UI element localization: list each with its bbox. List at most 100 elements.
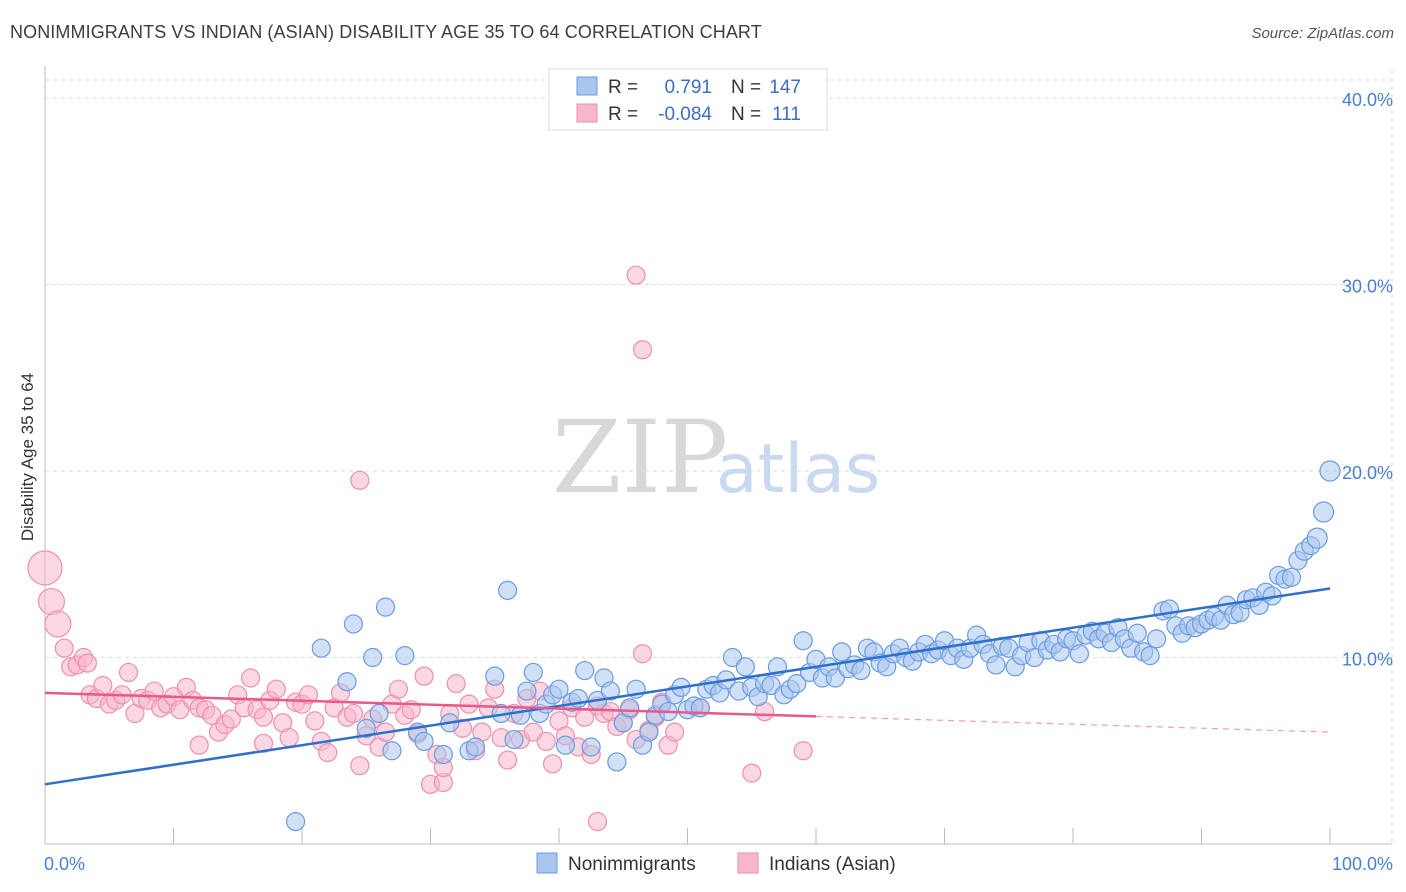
nonimmigrant-point <box>369 703 389 724</box>
nonimmigrant-point <box>620 698 640 718</box>
nonimmigrant-point <box>285 812 306 832</box>
indians-point <box>298 685 319 705</box>
indians-point <box>626 265 646 285</box>
indians-point <box>414 666 434 686</box>
trend-lines <box>44 587 1331 786</box>
nonimmigrant-point <box>761 675 781 696</box>
indians-asian-points <box>27 265 813 832</box>
indians-point <box>343 703 363 724</box>
indians-point <box>189 735 209 755</box>
nonimmigrant-point <box>549 679 569 699</box>
nonimmigrant-point <box>575 660 595 681</box>
nonimmigrant-point <box>600 681 621 701</box>
indians-point <box>170 700 190 720</box>
indians-point <box>305 711 325 731</box>
nonimmigrant-point <box>1140 646 1160 666</box>
nonimmigrant-point <box>735 657 755 677</box>
bottom-legend-label-nonimmigrants: Nonimmigrants <box>568 854 696 875</box>
nonimmigrant-point <box>395 646 415 666</box>
nonimmigrant-point <box>311 638 331 658</box>
nonimmigrant-point <box>517 681 537 701</box>
indians-point <box>793 741 813 761</box>
indians-asian-trend-line <box>44 691 817 718</box>
indians-point <box>77 653 98 673</box>
legend-n-value-1: 147 <box>769 77 801 98</box>
legend-n-label-2: N = <box>731 104 761 125</box>
nonimmigrant-point <box>986 655 1006 675</box>
nonimmigrants-trend-line <box>44 587 1331 786</box>
nonimmigrant-point <box>1312 501 1335 523</box>
indians-point <box>253 707 274 727</box>
legend-n-value-2: 111 <box>772 104 801 125</box>
indians-point <box>742 763 762 783</box>
indians-point <box>665 722 685 742</box>
chart-title: NONIMMIGRANTS VS INDIAN (ASIAN) DISABILI… <box>10 22 762 42</box>
watermark: ZIP atlas <box>552 399 880 516</box>
nonimmigrant-point <box>787 674 807 694</box>
indians-point <box>27 550 63 586</box>
bottom-legend-swatch-nonimmigrants <box>536 852 558 874</box>
indians-point <box>279 728 299 748</box>
grid-layer <box>45 70 1393 844</box>
nonimmigrant-point <box>851 660 871 681</box>
nonimmigrant-point <box>825 668 845 688</box>
nonimmigrant-point <box>607 752 627 772</box>
nonimmigrant-point <box>504 729 524 750</box>
indians-point <box>202 705 222 725</box>
nonimmigrant-point <box>1281 567 1302 587</box>
nonimmigrant-point <box>722 647 743 668</box>
indians-point <box>587 812 608 832</box>
legend-n-label-1: N = <box>731 77 761 98</box>
nonimmigrant-point <box>510 705 531 725</box>
nonimmigrant-point <box>1306 527 1328 549</box>
bottom-legend: Nonimmigrants Indians (Asian) <box>536 852 896 875</box>
indians-point <box>118 662 139 683</box>
indians-point <box>44 610 72 638</box>
indians-point <box>54 638 74 658</box>
indians-point <box>221 709 241 729</box>
nonimmigrant-point <box>1069 644 1090 664</box>
indians-point <box>350 470 370 490</box>
legend-r-value-1: 0.791 <box>664 77 712 98</box>
y-tick-label-30: 30.0% <box>1342 277 1393 297</box>
legend-r-label-1: R = <box>608 77 638 98</box>
indians-point <box>523 722 543 742</box>
indians-point <box>632 644 653 664</box>
legend-r-label-2: R = <box>608 104 638 125</box>
bottom-legend-label-indians-asian: Indians (Asian) <box>769 854 896 875</box>
nonimmigrant-point <box>523 662 543 683</box>
indians-point <box>388 679 408 699</box>
nonimmigrant-point <box>498 580 518 600</box>
x-tick-label-max: 100.0% <box>1332 854 1393 874</box>
nonimmigrant-point <box>1319 460 1341 482</box>
legend-swatch-indians-asian <box>576 103 598 123</box>
nonimmigrant-point <box>343 614 363 634</box>
nonimmigrant-point <box>555 735 576 755</box>
nonimmigrant-point <box>1127 623 1147 643</box>
bottom-legend-swatch-indians-asian <box>737 852 759 874</box>
y-axis-label: Disability Age 35 to 64 <box>18 373 37 541</box>
nonimmigrant-point <box>382 741 402 761</box>
indians-point <box>350 756 370 776</box>
indians-point <box>459 694 479 714</box>
nonimmigrant-point <box>1146 629 1167 649</box>
nonimmigrant-point <box>465 737 486 757</box>
watermark-atlas: atlas <box>716 430 880 509</box>
nonimmigrant-point <box>1159 599 1179 619</box>
y-tick-label-20: 20.0% <box>1342 463 1393 483</box>
x-tick-label-min: 0.0% <box>44 854 85 874</box>
indians-point <box>93 675 113 696</box>
indians-point <box>632 340 653 360</box>
nonimmigrant-point <box>793 631 813 651</box>
nonimmigrant-point <box>639 722 659 742</box>
watermark-zip: ZIP <box>552 399 728 516</box>
nonimmigrant-point <box>337 672 357 692</box>
indians-asian-trend-line-extension <box>815 715 1331 733</box>
legend-box: R = 0.791 N = 147 R = -0.084 N = 111 <box>548 68 828 131</box>
nonimmigrant-point <box>414 731 434 752</box>
legend-r-value-2: -0.084 <box>658 104 712 125</box>
nonimmigrant-point <box>581 737 601 757</box>
indians-point <box>446 674 466 694</box>
indians-point <box>266 679 286 699</box>
